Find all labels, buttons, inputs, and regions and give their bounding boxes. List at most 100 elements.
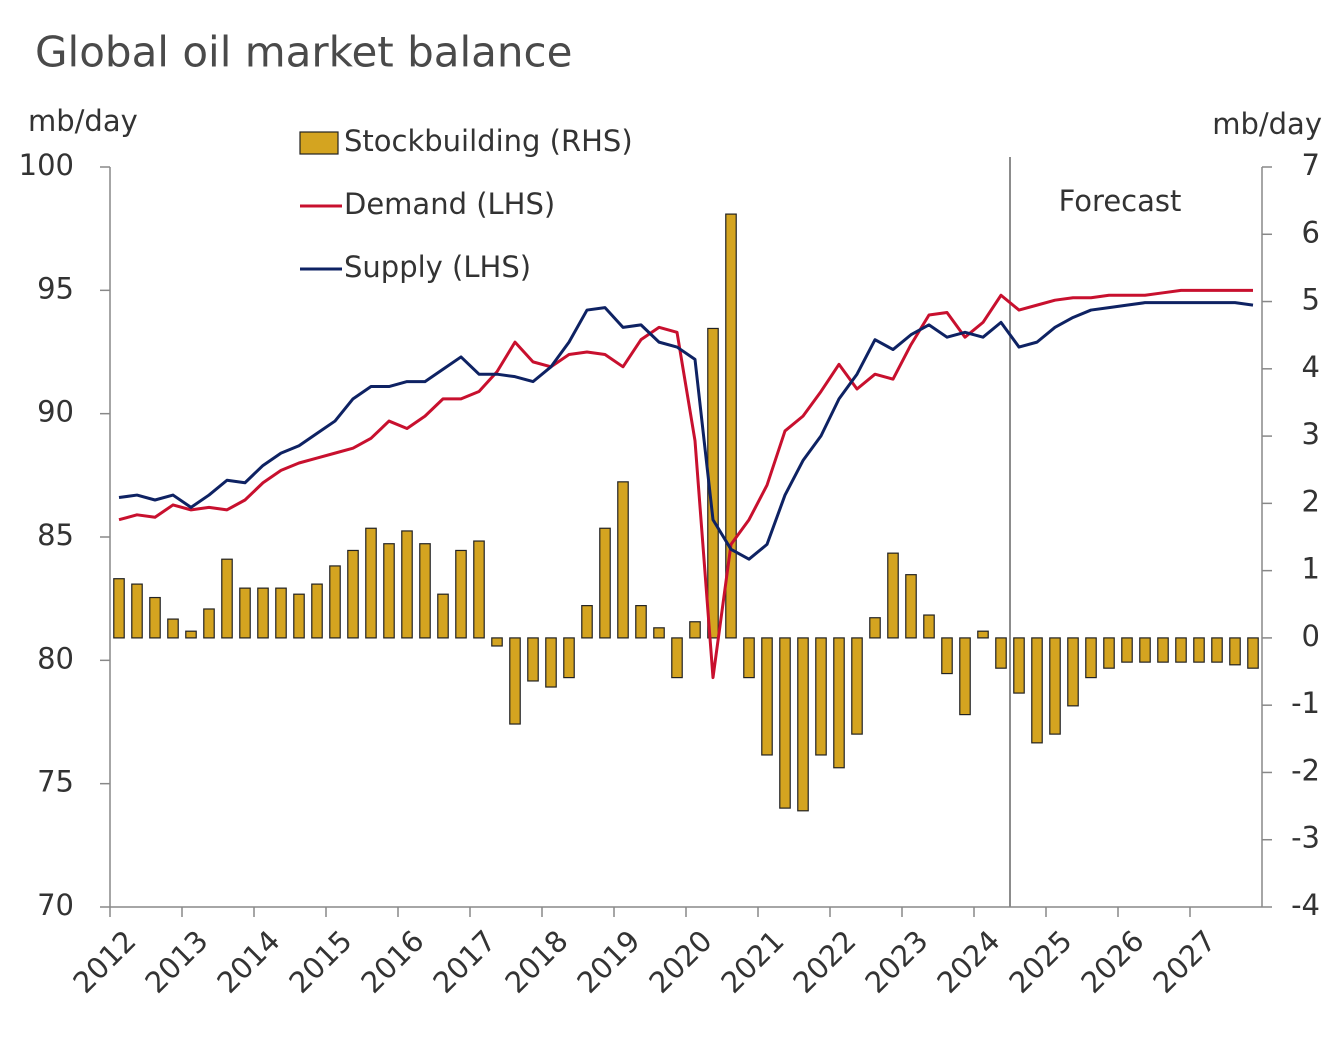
- bar: [905, 574, 917, 639]
- y2-tick-label: 3: [1302, 417, 1320, 451]
- bar: [689, 621, 701, 639]
- y2-tick-label: -2: [1291, 753, 1320, 787]
- bar: [1067, 637, 1079, 707]
- bar: [293, 593, 305, 639]
- y2-axis-label: mb/day: [1212, 107, 1322, 141]
- bar: [869, 617, 881, 639]
- bar: [239, 587, 251, 639]
- bar: [365, 527, 377, 639]
- bar: [329, 565, 341, 639]
- bar: [887, 552, 899, 639]
- bar: [923, 614, 935, 639]
- bar: [257, 587, 269, 639]
- bar: [977, 630, 989, 639]
- bar: [113, 578, 125, 639]
- x-tick-label: 2024: [930, 924, 1006, 1000]
- bar: [221, 558, 233, 639]
- bar: [419, 543, 431, 639]
- bar: [509, 637, 521, 725]
- y-tick-label: 95: [37, 271, 74, 305]
- bar: [581, 605, 593, 639]
- x-tick-label: 2026: [1074, 924, 1150, 1000]
- bar: [1157, 637, 1169, 663]
- annotation: Forecast: [1059, 184, 1182, 218]
- line-series: [118, 288, 1253, 680]
- x-tick-label: 2022: [786, 924, 862, 1000]
- y2-tick-label: 5: [1302, 283, 1320, 317]
- chart-title: Global oil market balance: [35, 28, 572, 77]
- y2-tick-label: 7: [1302, 148, 1320, 182]
- y2-tick-label: -3: [1291, 821, 1320, 855]
- bar: [1193, 637, 1205, 663]
- y2-tick-label: 1: [1302, 552, 1320, 586]
- bar: [815, 637, 827, 756]
- line-series: [118, 301, 1254, 561]
- bar: [473, 540, 485, 639]
- bar: [1247, 637, 1259, 669]
- bar: [725, 213, 737, 639]
- bar: [1013, 637, 1025, 694]
- bar: [455, 549, 467, 639]
- legend-label: Stockbuilding (RHS): [344, 124, 633, 158]
- bar: [1031, 637, 1043, 744]
- bar: [779, 637, 791, 809]
- bar: [1211, 637, 1223, 663]
- bar: [401, 530, 413, 639]
- bar: [1175, 637, 1187, 663]
- y2-tick-label: -1: [1291, 686, 1320, 720]
- bar: [743, 637, 755, 679]
- bar: [545, 637, 557, 688]
- bar: [1103, 637, 1115, 669]
- bar: [167, 618, 179, 639]
- bar: [617, 481, 629, 639]
- bar: [527, 637, 539, 682]
- bar: [797, 637, 809, 812]
- x-tick-label: 2021: [714, 924, 790, 1000]
- bar: [1049, 637, 1061, 735]
- y-tick-label: 70: [37, 888, 74, 922]
- legend-swatch: [299, 131, 339, 155]
- y-axis-label: mb/day: [28, 104, 138, 138]
- x-tick-label: 2023: [858, 924, 934, 1000]
- bar: [275, 587, 287, 639]
- y-tick-label: 75: [37, 765, 74, 799]
- y2-tick-label: -4: [1291, 888, 1320, 922]
- bar: [995, 637, 1007, 669]
- y2-tick-label: 4: [1302, 350, 1320, 384]
- y-tick-label: 85: [37, 518, 74, 552]
- bar: [761, 637, 773, 756]
- bar: [311, 583, 323, 639]
- bar: [1229, 637, 1241, 666]
- x-tick-label: 2014: [210, 924, 286, 1000]
- bar: [635, 605, 647, 639]
- y-tick-label: 100: [19, 148, 74, 182]
- bar: [1085, 637, 1097, 679]
- x-tick-label: 2012: [66, 924, 142, 1000]
- x-tick-label: 2017: [426, 924, 502, 1000]
- bar: [941, 637, 953, 675]
- y2-tick-label: 0: [1302, 619, 1320, 653]
- x-tick-label: 2013: [138, 924, 214, 1000]
- legend-label: Demand (LHS): [344, 187, 555, 221]
- legend-label: Supply (LHS): [344, 250, 531, 284]
- bar: [671, 637, 683, 679]
- x-tick-label: 2018: [498, 924, 574, 1000]
- x-tick-label: 2020: [642, 924, 718, 1000]
- y-tick-label: 90: [37, 395, 74, 429]
- bar: [347, 549, 359, 639]
- bar: [599, 527, 611, 639]
- bar: [851, 637, 863, 735]
- bar: [1121, 637, 1133, 663]
- x-tick-label: 2027: [1146, 924, 1222, 1000]
- bar: [437, 593, 449, 639]
- bar: [203, 608, 215, 639]
- bar: [833, 637, 845, 769]
- x-tick-label: 2016: [354, 924, 430, 1000]
- x-tick-label: 2015: [282, 924, 358, 1000]
- bar: [149, 596, 161, 639]
- x-tick-label: 2019: [570, 924, 646, 1000]
- bar: [185, 630, 197, 639]
- bar: [131, 583, 143, 639]
- bar: [563, 637, 575, 679]
